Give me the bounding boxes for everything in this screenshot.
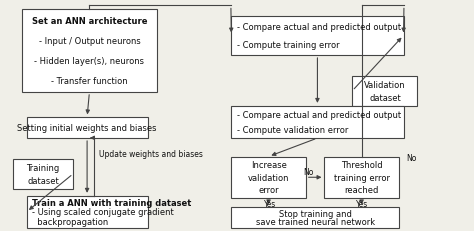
Text: validation: validation [248, 173, 289, 182]
Text: Stop training and: Stop training and [279, 209, 352, 218]
Text: training error: training error [334, 173, 390, 182]
Text: error: error [258, 185, 279, 195]
Text: Set an ANN architecture: Set an ANN architecture [32, 17, 147, 26]
Text: Yes: Yes [356, 199, 368, 208]
Text: Yes: Yes [264, 199, 276, 208]
Text: - Compute training error: - Compute training error [237, 41, 339, 50]
Text: reached: reached [345, 185, 379, 195]
Text: Validation: Validation [364, 80, 406, 89]
Text: Training: Training [26, 163, 60, 172]
Text: No: No [303, 167, 313, 176]
Text: Train a ANN with training dataset: Train a ANN with training dataset [32, 198, 191, 207]
FancyBboxPatch shape [231, 157, 306, 198]
FancyBboxPatch shape [27, 118, 147, 138]
FancyBboxPatch shape [231, 207, 399, 228]
Text: No: No [406, 153, 416, 162]
Text: backpropagation: backpropagation [32, 217, 109, 226]
Text: Update weights and biases: Update weights and biases [99, 149, 202, 158]
Text: save trained neural network: save trained neural network [255, 217, 374, 226]
Text: - Hidden layer(s), neurons: - Hidden layer(s), neurons [35, 57, 145, 66]
Text: - Using scaled conjugate gradient: - Using scaled conjugate gradient [32, 207, 174, 216]
FancyBboxPatch shape [22, 10, 157, 93]
FancyBboxPatch shape [231, 17, 403, 56]
Text: - Compute validation error: - Compute validation error [237, 125, 348, 134]
Text: Setting initial weights and biases: Setting initial weights and biases [18, 124, 157, 133]
FancyBboxPatch shape [13, 159, 73, 189]
Text: - Input / Output neurons: - Input / Output neurons [38, 37, 140, 46]
Text: dataset: dataset [27, 176, 59, 185]
Text: - Transfer function: - Transfer function [51, 76, 128, 85]
FancyBboxPatch shape [324, 157, 399, 198]
FancyBboxPatch shape [231, 106, 403, 138]
Text: - Compare actual and predicted output: - Compare actual and predicted output [237, 23, 401, 32]
FancyBboxPatch shape [352, 76, 418, 106]
Text: dataset: dataset [369, 94, 401, 102]
FancyBboxPatch shape [27, 196, 147, 228]
Text: Increase: Increase [251, 161, 286, 169]
Text: - Compare actual and predicted output: - Compare actual and predicted output [237, 111, 401, 120]
Text: Threshold: Threshold [341, 161, 383, 169]
